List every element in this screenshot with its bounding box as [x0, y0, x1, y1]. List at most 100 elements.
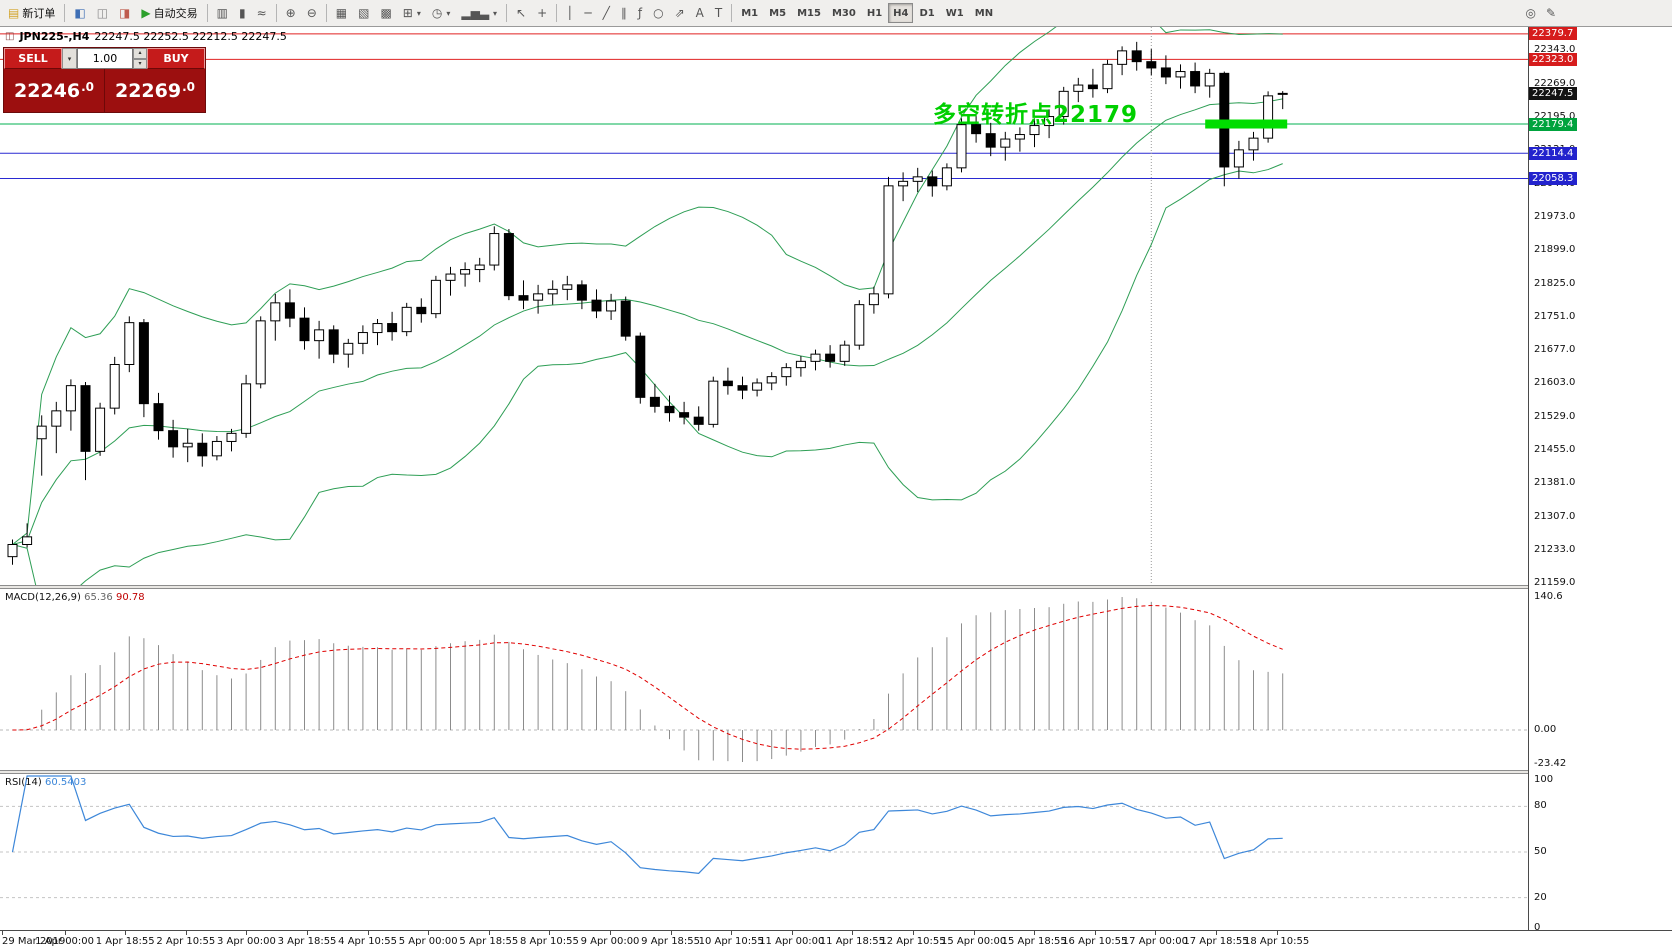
price-axis-tick: 21973.0: [1534, 210, 1576, 222]
time-axis-tick: [1034, 931, 1036, 935]
panel-splitter[interactable]: [0, 585, 1672, 589]
horizontal-line-button[interactable]: ─: [579, 2, 596, 24]
volume-input[interactable]: [77, 48, 133, 69]
timeframe-mn-button[interactable]: MN: [970, 3, 998, 23]
time-axis-tick: [185, 931, 187, 935]
time-axis-tick: [1276, 931, 1278, 935]
chart-window-icon: ◫: [5, 31, 15, 42]
cascade-windows-icon: ▧: [358, 6, 370, 20]
toolbar-separator: [206, 4, 208, 22]
time-axis-tick: [973, 931, 975, 935]
arrange-icons-button[interactable]: ▩: [375, 2, 396, 24]
zoom-out-button[interactable]: ⊖: [302, 2, 322, 24]
macd-indicator-chart[interactable]: [0, 589, 1528, 770]
shapes-button[interactable]: ○: [648, 2, 668, 24]
price-axis-tick: 21529.0: [1534, 410, 1576, 422]
cursor-button[interactable]: ↖: [511, 2, 531, 24]
auto-trading-button[interactable]: ▶ 自动交易: [136, 2, 202, 24]
volume-decrease-button[interactable]: ▾: [133, 58, 147, 69]
time-axis-label: 18 Apr 10:55: [1243, 936, 1310, 947]
timeframe-m5-button[interactable]: M5: [764, 3, 791, 23]
time-axis-label: 2 Apr 10:55: [156, 936, 216, 947]
market-watch-button[interactable]: ◧: [69, 2, 90, 24]
cascade-windows-button[interactable]: ▧: [353, 2, 374, 24]
tile-windows-button[interactable]: ▦: [331, 2, 352, 24]
equidistant-channel-button[interactable]: ∥: [616, 2, 632, 24]
toolbar-separator: [556, 4, 558, 22]
timeframe-m15-button[interactable]: M15: [792, 3, 826, 23]
rsi-indicator-chart[interactable]: [0, 774, 1528, 930]
search-button[interactable]: ◎: [1520, 2, 1540, 24]
navigator-button[interactable]: ◨: [114, 2, 135, 24]
price-axis-tick: 21159.0: [1534, 577, 1576, 589]
charts-list-button[interactable]: ⊞ ▾: [398, 2, 426, 24]
toolbar: ▤ 新订单 ◧ ◫ ◨ ▶ 自动交易 ▥ ▮ ≈ ⊕ ⊖ ▦ ▧ ▩ ⊞ ▾ ◷ ▾ ▂▅▃ ▾ ↖ + │ ─ ╱ ∥ ƒ ○ ⇗ A T …: [0, 0, 1672, 27]
time-axis-tick: [367, 931, 369, 935]
timeframe-h1-button[interactable]: H1: [862, 3, 887, 23]
zoom-out-icon: ⊖: [306, 6, 317, 20]
time-axis-tick: [1216, 931, 1217, 935]
zoom-in-button[interactable]: ⊕: [281, 2, 301, 24]
indicators-button[interactable]: ▂▅▃ ▾: [456, 2, 502, 24]
arrows-button[interactable]: ⇗: [670, 2, 690, 24]
timeframe-m1-button[interactable]: M1: [736, 3, 763, 23]
macd-name: MACD(12,26,9): [5, 592, 81, 603]
time-axis-tick: [670, 931, 672, 935]
macd-axis-zero: 0.00: [1534, 724, 1557, 736]
buy-button[interactable]: BUY: [147, 48, 205, 69]
timeframe-m30-button[interactable]: M30: [827, 3, 861, 23]
timeframe-h4-button[interactable]: H4: [888, 3, 914, 23]
toolbar-separator: [325, 4, 327, 22]
vertical-line-button[interactable]: │: [561, 2, 578, 24]
arrange-icons-icon: ▩: [380, 6, 392, 20]
cursor-icon: ↖: [516, 6, 527, 20]
rsi-axis-label: 20: [1534, 891, 1547, 903]
candlestick-chart-button[interactable]: ▮: [234, 2, 251, 24]
line-chart-button[interactable]: ≈: [252, 2, 272, 24]
rsi-axis-label: 0: [1534, 922, 1541, 933]
auto-trading-icon: ▶: [141, 6, 151, 20]
crosshair-button[interactable]: +: [532, 2, 552, 24]
text-button[interactable]: A: [691, 2, 709, 24]
text-label-button[interactable]: T: [710, 2, 727, 24]
price-axis-tick: 21455.0: [1534, 444, 1576, 455]
rsi-current-value: 60.5403: [44, 777, 87, 788]
time-axis-tick: [1094, 931, 1096, 935]
bar-chart-button[interactable]: ▥: [212, 2, 233, 24]
chart-title: ◫ JPN225-,H4 22247.5 22252.5 22212.5 222…: [5, 30, 287, 43]
sell-button[interactable]: SELL: [4, 48, 62, 69]
price-axis-tick: 22195.0: [1534, 111, 1576, 122]
buy-price[interactable]: 22269 .0: [105, 69, 205, 112]
dropdown-arrow-icon: ▾: [67, 55, 72, 63]
price-axis-tick: 21751.0: [1534, 310, 1576, 322]
trendline-button[interactable]: ╱: [598, 2, 615, 24]
time-axis-tick: [125, 931, 127, 935]
data-window-button[interactable]: ◫: [92, 2, 113, 24]
time-axis-tick: [307, 931, 308, 935]
marker-resistance-22323: 22323.0: [1529, 52, 1577, 66]
time-axis-label: 11 Apr 00:00: [759, 936, 825, 947]
price-axis-tick: 21307.0: [1534, 510, 1576, 522]
time-axis-tick: [246, 931, 248, 935]
timeframe-d1-button[interactable]: D1: [914, 3, 939, 23]
periods-button[interactable]: ◷ ▾: [427, 2, 456, 24]
price-axis[interactable]: 22343.022269.022195.022121.022047.021973…: [1528, 27, 1672, 933]
sell-price[interactable]: 22246 .0: [4, 69, 105, 112]
main-price-chart[interactable]: [0, 27, 1528, 585]
fibonacci-button[interactable]: ƒ: [633, 2, 647, 24]
timeframe-w1-button[interactable]: W1: [941, 3, 969, 23]
new-order-button[interactable]: ▤ 新订单: [3, 2, 60, 24]
volume-increase-button[interactable]: ▴: [133, 48, 147, 59]
trendline-icon: ╱: [602, 6, 610, 20]
time-axis-label: 4 Apr 10:55: [338, 936, 398, 947]
buy-price-decimal: .0: [182, 80, 196, 94]
spinner-up-icon: ▴: [138, 50, 142, 57]
panel-splitter[interactable]: [0, 770, 1672, 774]
quick-edit-button[interactable]: ✎: [1541, 2, 1561, 24]
dropdown-arrow-icon: ▾: [446, 8, 451, 18]
time-axis[interactable]: 29 Mar 2019 1 Apr 00:00 1 Apr 18:55 2 Apr 1…: [0, 930, 1672, 950]
time-axis-label: 9 Apr 18:55: [641, 936, 701, 947]
charts-list-icon: ⊞: [402, 6, 413, 20]
volume-dropdown-button[interactable]: ▾: [62, 48, 77, 69]
